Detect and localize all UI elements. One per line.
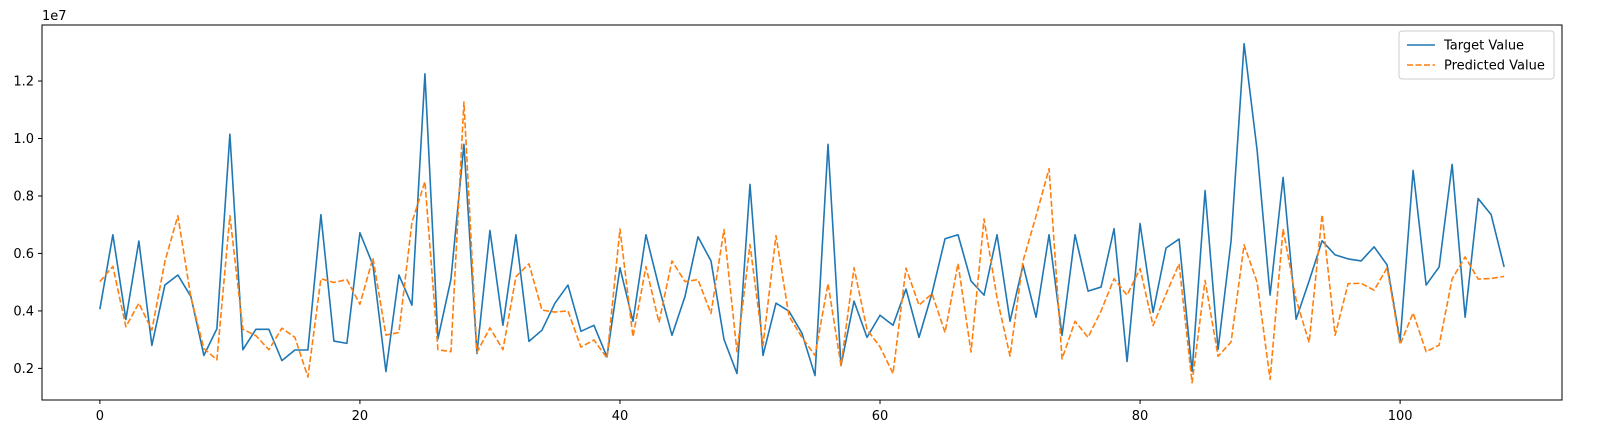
y-tick-label: 0.8	[13, 189, 34, 204]
y-tick-label: 0.2	[13, 362, 34, 377]
y-axis-offset-label: 1e7	[42, 9, 67, 24]
x-tick-label: 60	[872, 409, 889, 424]
y-axis: 0.2 0.4 0.6 0.8 1.0 1.2	[13, 75, 42, 377]
y-tick-label: 0.6	[13, 247, 34, 262]
x-tick-label: 80	[1132, 409, 1149, 424]
y-tick-label: 1.2	[13, 75, 34, 90]
legend: Target Value Predicted Value	[1398, 30, 1555, 80]
axes-frame	[41, 24, 1563, 401]
legend-box	[1398, 30, 1555, 80]
legend-label: Target Value	[1443, 39, 1524, 54]
y-tick-label: 1.0	[13, 132, 34, 147]
x-tick-label: 40	[612, 409, 629, 424]
legend-label: Predicted Value	[1444, 59, 1545, 74]
plot-area	[99, 42, 1505, 384]
series-line-predicted-value	[99, 101, 1505, 384]
y-tick-label: 0.4	[13, 304, 34, 319]
series-line-target-value	[99, 42, 1505, 377]
x-tick-label: 20	[352, 409, 369, 424]
x-axis: 0 20 40 60 80 100	[96, 400, 1413, 424]
x-tick-label: 0	[96, 409, 104, 424]
x-tick-label: 100	[1388, 409, 1413, 424]
